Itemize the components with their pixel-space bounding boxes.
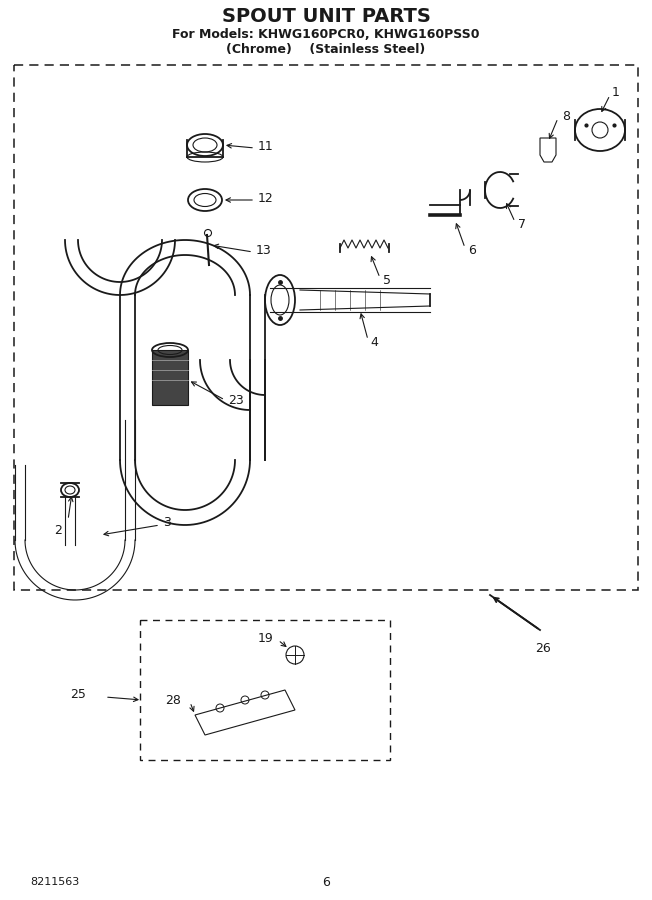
Text: 19: 19: [258, 632, 274, 644]
Text: 26: 26: [535, 642, 551, 654]
Text: 8: 8: [562, 110, 570, 122]
Text: 6: 6: [468, 244, 476, 256]
Text: 2: 2: [54, 524, 62, 536]
Bar: [152, 350, 188, 405]
Text: SPOUT UNIT PARTS: SPOUT UNIT PARTS: [222, 6, 430, 25]
Text: 23: 23: [228, 394, 244, 408]
Text: (Chrome)    (Stainless Steel): (Chrome) (Stainless Steel): [226, 43, 426, 57]
Text: 8211563: 8211563: [30, 877, 80, 887]
Text: 7: 7: [518, 218, 526, 230]
Text: 6: 6: [322, 876, 330, 888]
Text: 5: 5: [383, 274, 391, 286]
Text: 4: 4: [370, 336, 378, 348]
Text: 28: 28: [165, 694, 181, 706]
Text: 25: 25: [70, 688, 86, 701]
Text: For Models: KHWG160PCR0, KHWG160PSS0: For Models: KHWG160PCR0, KHWG160PSS0: [172, 28, 480, 40]
Text: 3: 3: [163, 517, 171, 529]
Text: 11: 11: [258, 140, 274, 154]
Text: 13: 13: [256, 245, 272, 257]
Text: 1: 1: [612, 86, 620, 100]
Text: 12: 12: [258, 193, 274, 205]
